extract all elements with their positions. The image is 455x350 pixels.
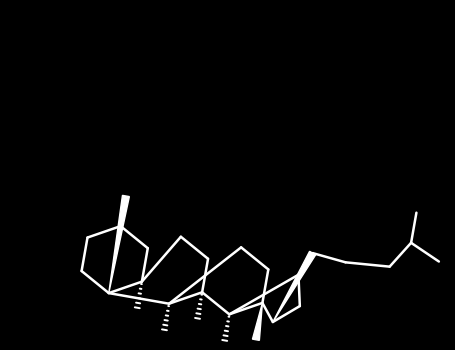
Polygon shape xyxy=(253,303,263,340)
Polygon shape xyxy=(273,251,316,322)
Polygon shape xyxy=(109,195,129,293)
